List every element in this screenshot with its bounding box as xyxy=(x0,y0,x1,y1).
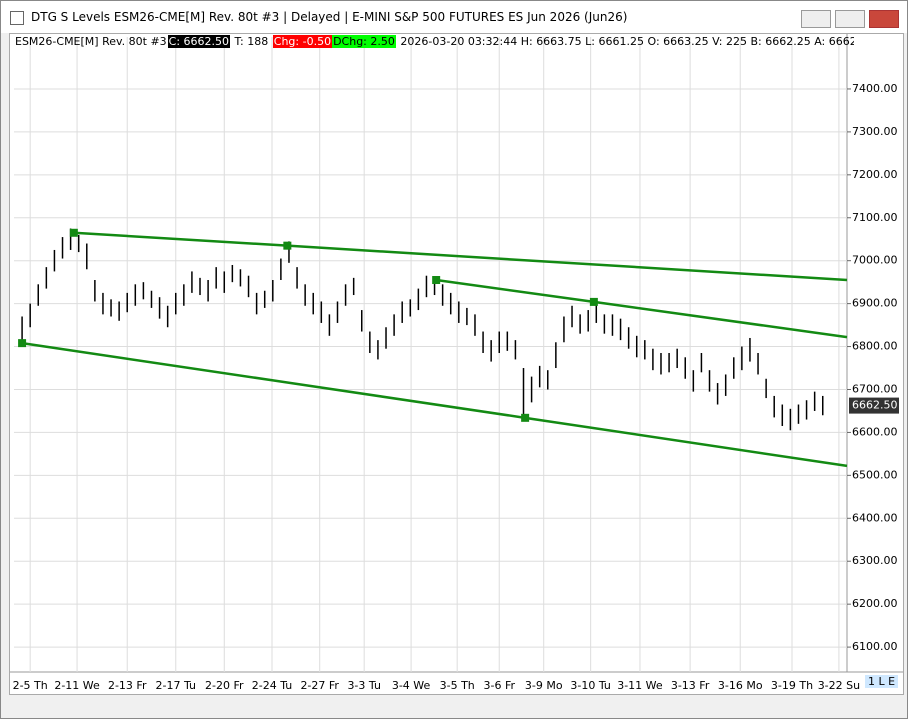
info-bar: ESM26-CME[M] Rev. 80t #3 C: 6662.50 T: 18… xyxy=(14,35,854,48)
y-tick-label: 6500.00 xyxy=(852,468,898,481)
maximize-button[interactable] xyxy=(835,10,865,28)
chart-panel: 6100.00 6200.00 6300.00 6400.00 6500.00 6600.… xyxy=(9,33,904,695)
x-tick-label: 3-19 Th xyxy=(771,679,813,692)
instrument: ESM26-CME[M] Rev. 80t #3 xyxy=(15,35,167,48)
x-tick-label: 3-10 Tu xyxy=(570,679,610,692)
x-tick-label: 2-17 Tu xyxy=(156,679,196,692)
y-tick-label: 7100.00 xyxy=(852,211,898,224)
y-tick-label: 6100.00 xyxy=(852,640,898,653)
trendline-anchor xyxy=(432,276,441,285)
trendline-anchor xyxy=(283,241,292,250)
details: 2026-03-20 03:32:44 H: 6663.75 L: 6661.2… xyxy=(400,35,854,48)
x-tick-label: 2-5 Th xyxy=(13,679,48,692)
close-price: C: 6662.50 xyxy=(167,35,231,48)
x-tick-label: 3-4 We xyxy=(392,679,431,692)
x-tick-label: 3-13 Fr xyxy=(671,679,710,692)
change: Chg: -0.50 xyxy=(272,35,333,48)
trendline xyxy=(21,341,848,468)
window-title: DTG S Levels ESM26-CME[M] Rev. 80t #3 | … xyxy=(31,10,628,24)
y-tick-label: 6700.00 xyxy=(852,382,898,395)
x-tick-label: 3-16 Mo xyxy=(718,679,763,692)
x-tick-label: 3-5 Th xyxy=(440,679,475,692)
y-tick-label: 6900.00 xyxy=(852,297,898,310)
trendline xyxy=(73,231,848,282)
x-tick-label: 3-11 We xyxy=(617,679,663,692)
trendline xyxy=(435,278,848,339)
y-tick-label: 6600.00 xyxy=(852,425,898,438)
tick-count: T: 188 xyxy=(234,35,269,48)
x-tick-label: 3-22 Su xyxy=(818,679,860,692)
title-bar: DTG S Levels ESM26-CME[M] Rev. 80t #3 | … xyxy=(1,1,907,33)
x-tick-label: 2-27 Fr xyxy=(300,679,339,692)
daily-change: DChg: 2.50 xyxy=(332,35,396,48)
trendline-anchor xyxy=(69,228,78,237)
last-price-box xyxy=(849,397,899,414)
x-tick-label: 3-3 Tu xyxy=(347,679,380,692)
close-button[interactable] xyxy=(869,10,899,28)
y-tick-label: 7000.00 xyxy=(852,254,898,267)
last-price-label: 6662.50 xyxy=(852,399,898,412)
x-tick-label: 2-20 Fr xyxy=(205,679,244,692)
app-icon xyxy=(10,11,24,25)
y-tick-label: 6300.00 xyxy=(852,554,898,567)
y-tick-label: 7400.00 xyxy=(852,82,898,95)
y-tick-label: 7200.00 xyxy=(852,168,898,181)
x-tick-label: 3-9 Mo xyxy=(525,679,563,692)
minimize-button[interactable] xyxy=(801,10,831,28)
y-tick-label: 6400.00 xyxy=(852,511,898,524)
x-tick-label: 2-13 Fr xyxy=(108,679,147,692)
trendline-anchor xyxy=(18,339,27,348)
status-indicator[interactable]: 1 L E xyxy=(865,675,899,688)
x-tick-label: 3-6 Fr xyxy=(483,679,515,692)
y-tick-label: 6200.00 xyxy=(852,597,898,610)
trendline-anchor xyxy=(589,297,598,306)
chart: 6100.00 6200.00 6300.00 6400.00 6500.00 6600.… xyxy=(10,34,903,692)
y-tick-label: 6800.00 xyxy=(852,340,898,353)
trendline-anchor xyxy=(521,413,530,422)
x-tick-label: 2-11 We xyxy=(54,679,100,692)
x-tick-label: 2-24 Tu xyxy=(252,679,292,692)
y-tick-label: 7300.00 xyxy=(852,125,898,138)
